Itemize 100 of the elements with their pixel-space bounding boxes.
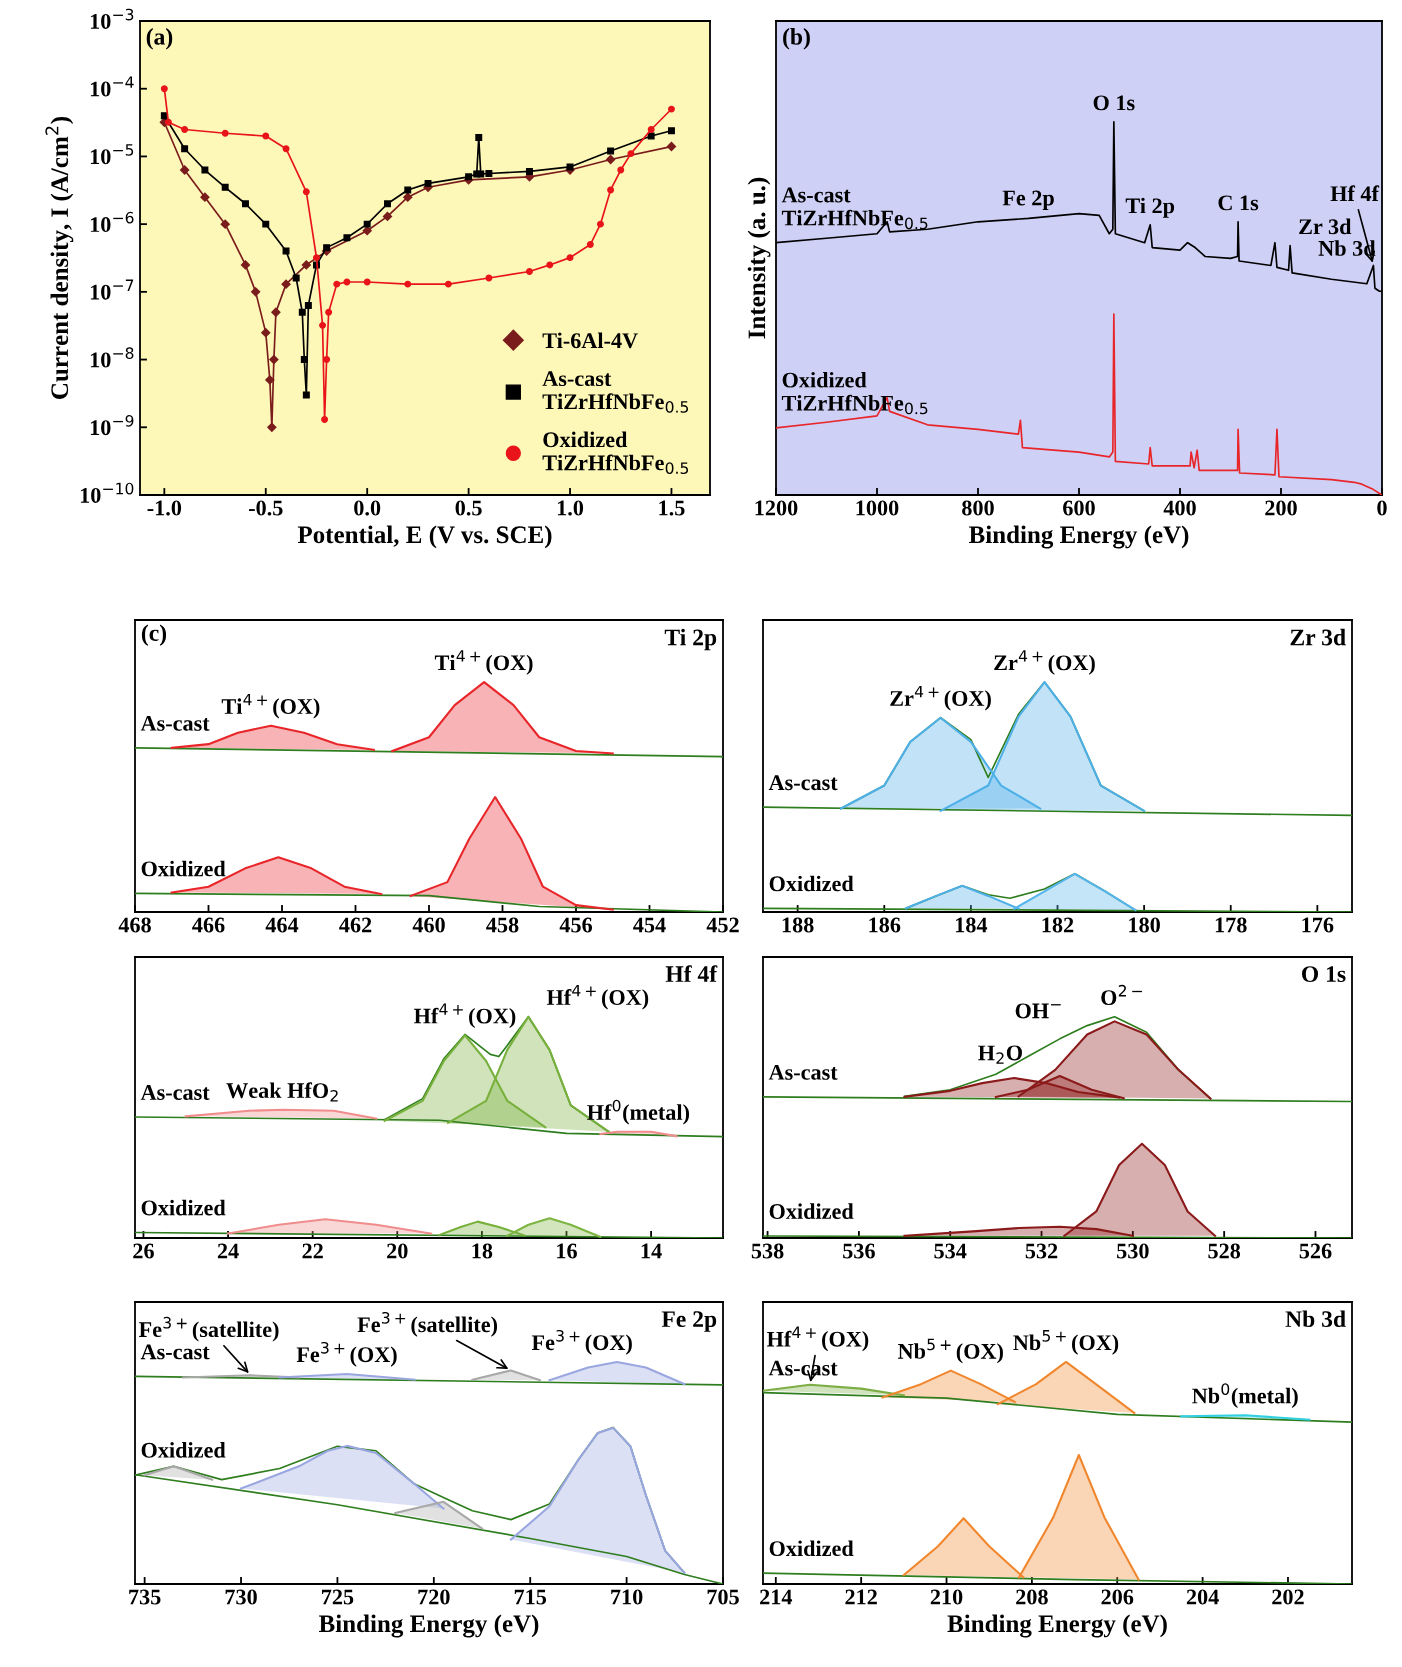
x-tick-label: 468 — [118, 917, 151, 933]
x-tick-label: 464 — [265, 917, 299, 933]
series-label: Oxidized — [769, 1540, 854, 1557]
series-label: As-cast — [140, 1344, 210, 1360]
chart-title: Ti 2p — [664, 628, 717, 651]
x-tick-label: 720 — [418, 1589, 450, 1605]
x-tick-label: 705 — [707, 1589, 739, 1605]
x-tick-label: 24 — [217, 1243, 239, 1259]
x-tick-label: 735 — [129, 1589, 161, 1605]
series-label: As-cast — [140, 1085, 210, 1100]
x-tick-label: 462 — [339, 917, 372, 933]
y-axis-title: Intensity (a. u.) — [747, 177, 771, 339]
x-tick-label: 1.5 — [659, 500, 685, 516]
chart-title: Hf 4f — [665, 965, 718, 982]
legend-label: Oxidized TiZrHfNbFe$_{0.5}$ — [542, 431, 689, 474]
chart-title: Nb 3d — [1285, 1310, 1346, 1328]
series-label: Oxidized — [141, 1199, 226, 1216]
annotation: Hf$^{0}$(metal) — [587, 1099, 690, 1125]
annotation: Nb$^{5+}$(OX) — [898, 1338, 1003, 1364]
y-tick-label: 10$^{−3}$ — [90, 8, 134, 29]
y-axis-title: Current density, I (A/cm$^{2}$) — [45, 116, 74, 399]
series-label: As-cast — [140, 715, 210, 731]
x-tick-label: 460 — [412, 917, 445, 933]
series-label: As-cast — [768, 1064, 838, 1080]
annotation: Hf 4f — [1330, 185, 1380, 202]
x-tick-label: 184 — [956, 917, 988, 933]
x-tick-label: 16 — [557, 1243, 577, 1259]
series-label: Oxidized — [769, 1203, 854, 1219]
y-tick-label: 10$^{−9}$ — [90, 414, 134, 436]
annotation: Fe$^{3+}$(satellite) — [357, 1311, 498, 1337]
x-tick-label: 204 — [1186, 1589, 1219, 1605]
x-tick-label: 18 — [472, 1243, 493, 1259]
x-tick-label: 538 — [751, 1243, 784, 1259]
y-tick-label: 10$^{−8}$ — [90, 347, 134, 368]
annotation: Zr 3d — [1299, 218, 1352, 235]
x-tick-label: 14 — [641, 1243, 662, 1259]
annotation: Ti$^{4+}$(OX) — [434, 650, 533, 675]
x-tick-label: 178 — [1215, 917, 1247, 933]
annotation: OH$^{−}$ — [1015, 1003, 1061, 1019]
x-tick-label: 0.0 — [354, 500, 381, 516]
text: (b) — [783, 28, 810, 50]
x-tick-label: 730 — [225, 1589, 257, 1605]
x-tick-label: 214 — [760, 1589, 793, 1605]
annotation: Hf$^{4+}$(OX) — [546, 984, 649, 1010]
x-tick-label: 1000 — [856, 500, 899, 516]
x-tick-label: 454 — [633, 917, 666, 933]
series-label: Oxidized — [141, 1442, 226, 1458]
annotation: Nb$^{0}$(metal) — [1192, 1383, 1298, 1408]
annotation: Zr$^{4+}$(OX) — [890, 685, 991, 711]
annotation: Fe$^{3+}$(OX) — [296, 1341, 397, 1367]
x-tick-label: -1.0 — [147, 500, 182, 516]
y-tick-label: 10$^{−7}$ — [90, 279, 134, 300]
series-label: Oxidized — [769, 875, 854, 892]
x-tick-label: 212 — [845, 1589, 877, 1605]
x-tick-label: 0 — [1377, 500, 1387, 516]
y-tick-label: 10$^{−6}$ — [90, 211, 134, 233]
x-tick-label: 186 — [869, 917, 901, 933]
chart-title: Fe 2p — [661, 1311, 717, 1332]
x-axis-title: Binding Energy (eV) — [318, 1614, 539, 1638]
x-tick-label: 800 — [962, 500, 994, 516]
annotation: Ti$^{4+}$(OX) — [221, 693, 320, 719]
x-tick-label: 400 — [1163, 500, 1196, 516]
x-tick-label: 202 — [1272, 1589, 1304, 1605]
annotation: Nb$^{5+}$(OX) — [1013, 1330, 1119, 1355]
annotation: Ti 2p — [1125, 197, 1175, 218]
annotation: O 1s — [1093, 95, 1135, 111]
x-tick-label: 456 — [559, 917, 593, 933]
x-tick-label: 1.0 — [557, 500, 584, 516]
x-tick-label: 26 — [133, 1243, 154, 1259]
x-tick-label: 466 — [192, 917, 225, 933]
annotation: Hf$^{4+}$(OX) — [766, 1326, 869, 1352]
x-tick-label: 200 — [1265, 500, 1297, 516]
x-tick-label: 600 — [1063, 500, 1095, 516]
x-tick-label: 206 — [1101, 1589, 1134, 1605]
x-tick-label: 180 — [1129, 917, 1160, 933]
x-tick-label: 22 — [302, 1243, 323, 1259]
x-tick-label: 532 — [1025, 1243, 1058, 1259]
x-axis-title: Potential, E (V vs. SCE) — [297, 525, 552, 549]
chart-title: Zr 3d — [1290, 628, 1346, 646]
x-tick-label: 182 — [1042, 917, 1074, 933]
annotation: Fe$^{3+}$(satellite) — [138, 1316, 279, 1342]
x-tick-label: 208 — [1016, 1589, 1048, 1605]
series-label: Oxidized — [141, 860, 226, 877]
x-tick-label: 1200 — [755, 500, 798, 516]
annotation: Fe$^{3+}$(OX) — [531, 1329, 632, 1355]
text: (c) — [141, 624, 167, 646]
x-tick-label: 176 — [1302, 917, 1334, 933]
annotation: O$^{2−}$ — [1101, 984, 1142, 1006]
annotation: Fe 2p — [1002, 190, 1054, 210]
x-tick-label: 458 — [486, 917, 519, 933]
x-tick-label: 0.5 — [455, 500, 482, 516]
x-tick-label: 20 — [387, 1243, 408, 1259]
x-tick-label: 725 — [322, 1589, 354, 1605]
x-tick-label: 530 — [1117, 1243, 1149, 1259]
annotation: H$_{2}$O — [978, 1045, 1022, 1064]
y-tick-label: 10$^{−10}$ — [80, 482, 134, 503]
chart-title: O 1s — [1302, 966, 1346, 983]
y-tick-label: 10$^{−5}$ — [90, 144, 134, 165]
x-tick-label: 526 — [1299, 1243, 1332, 1259]
legend-label: Ti-6Al-4V — [542, 332, 638, 349]
